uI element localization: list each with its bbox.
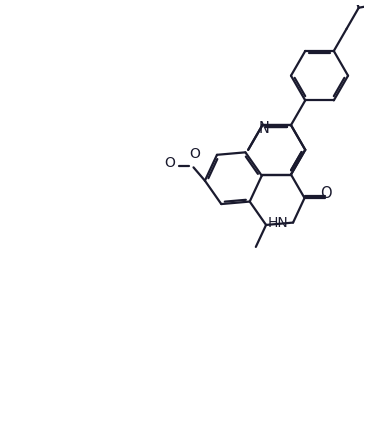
Text: O: O xyxy=(189,147,200,160)
Text: N: N xyxy=(258,121,269,136)
Text: O: O xyxy=(164,156,175,170)
Text: O: O xyxy=(321,186,332,201)
Text: HN: HN xyxy=(268,216,288,230)
